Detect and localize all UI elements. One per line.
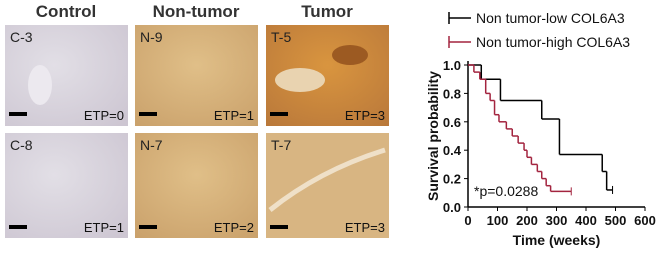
panel-label: T-7 — [271, 137, 291, 153]
panel-label: T-5 — [271, 29, 291, 45]
x-tick-label: 300 — [546, 213, 568, 228]
micrograph — [5, 25, 128, 126]
tissue-detail — [275, 68, 325, 92]
micrograph — [135, 133, 258, 238]
x-tick-label: 100 — [487, 213, 509, 228]
panel-label: N-7 — [140, 137, 163, 153]
micrograph — [135, 25, 258, 126]
x-tick-label: 400 — [575, 213, 597, 228]
etp-score: ETP=0 — [84, 108, 124, 123]
column-header: Control — [36, 2, 96, 21]
tissue-detail — [28, 65, 52, 105]
panel-label: C-3 — [10, 29, 33, 45]
x-tick-label: 0 — [464, 213, 471, 228]
tissue-detail — [268, 147, 386, 212]
tissue-detail — [332, 45, 368, 65]
y-tick-label: 1.0 — [443, 58, 461, 73]
y-tick-label: 0.8 — [443, 86, 461, 101]
legend-label: Non tumor-high COL6A3 — [476, 34, 630, 50]
y-tick-label: 0.4 — [443, 143, 462, 158]
x-tick-label: 200 — [516, 213, 538, 228]
scale-bar — [9, 225, 27, 229]
y-tick-label: 0.6 — [443, 115, 461, 130]
micrograph — [5, 133, 128, 238]
y-axis-label: Survival probability — [425, 71, 441, 201]
y-tick-label: 0.0 — [443, 200, 461, 215]
micrograph-grid — [5, 25, 389, 238]
p-value: *p=0.0288 — [474, 183, 538, 199]
scale-bar — [139, 225, 157, 229]
scale-bar — [9, 112, 27, 116]
panel-label: C-8 — [10, 137, 33, 153]
x-tick-label: 600 — [634, 213, 656, 228]
column-header: Non-tumor — [153, 2, 240, 21]
etp-score: ETP=1 — [84, 220, 124, 235]
column-header: Tumor — [301, 2, 353, 21]
etp-score: ETP=3 — [345, 108, 385, 123]
x-tick-label: 500 — [605, 213, 627, 228]
legend-label: Non tumor-low COL6A3 — [476, 10, 625, 26]
panel-label: N-9 — [140, 29, 163, 45]
x-axis-label: Time (weeks) — [513, 232, 601, 248]
etp-score: ETP=1 — [214, 108, 254, 123]
scale-bar — [270, 112, 288, 116]
micrograph — [266, 133, 389, 238]
scale-bar — [270, 225, 288, 229]
etp-score: ETP=2 — [214, 220, 254, 235]
y-tick-label: 0.2 — [443, 172, 461, 187]
etp-score: ETP=3 — [345, 220, 385, 235]
scale-bar — [139, 112, 157, 116]
